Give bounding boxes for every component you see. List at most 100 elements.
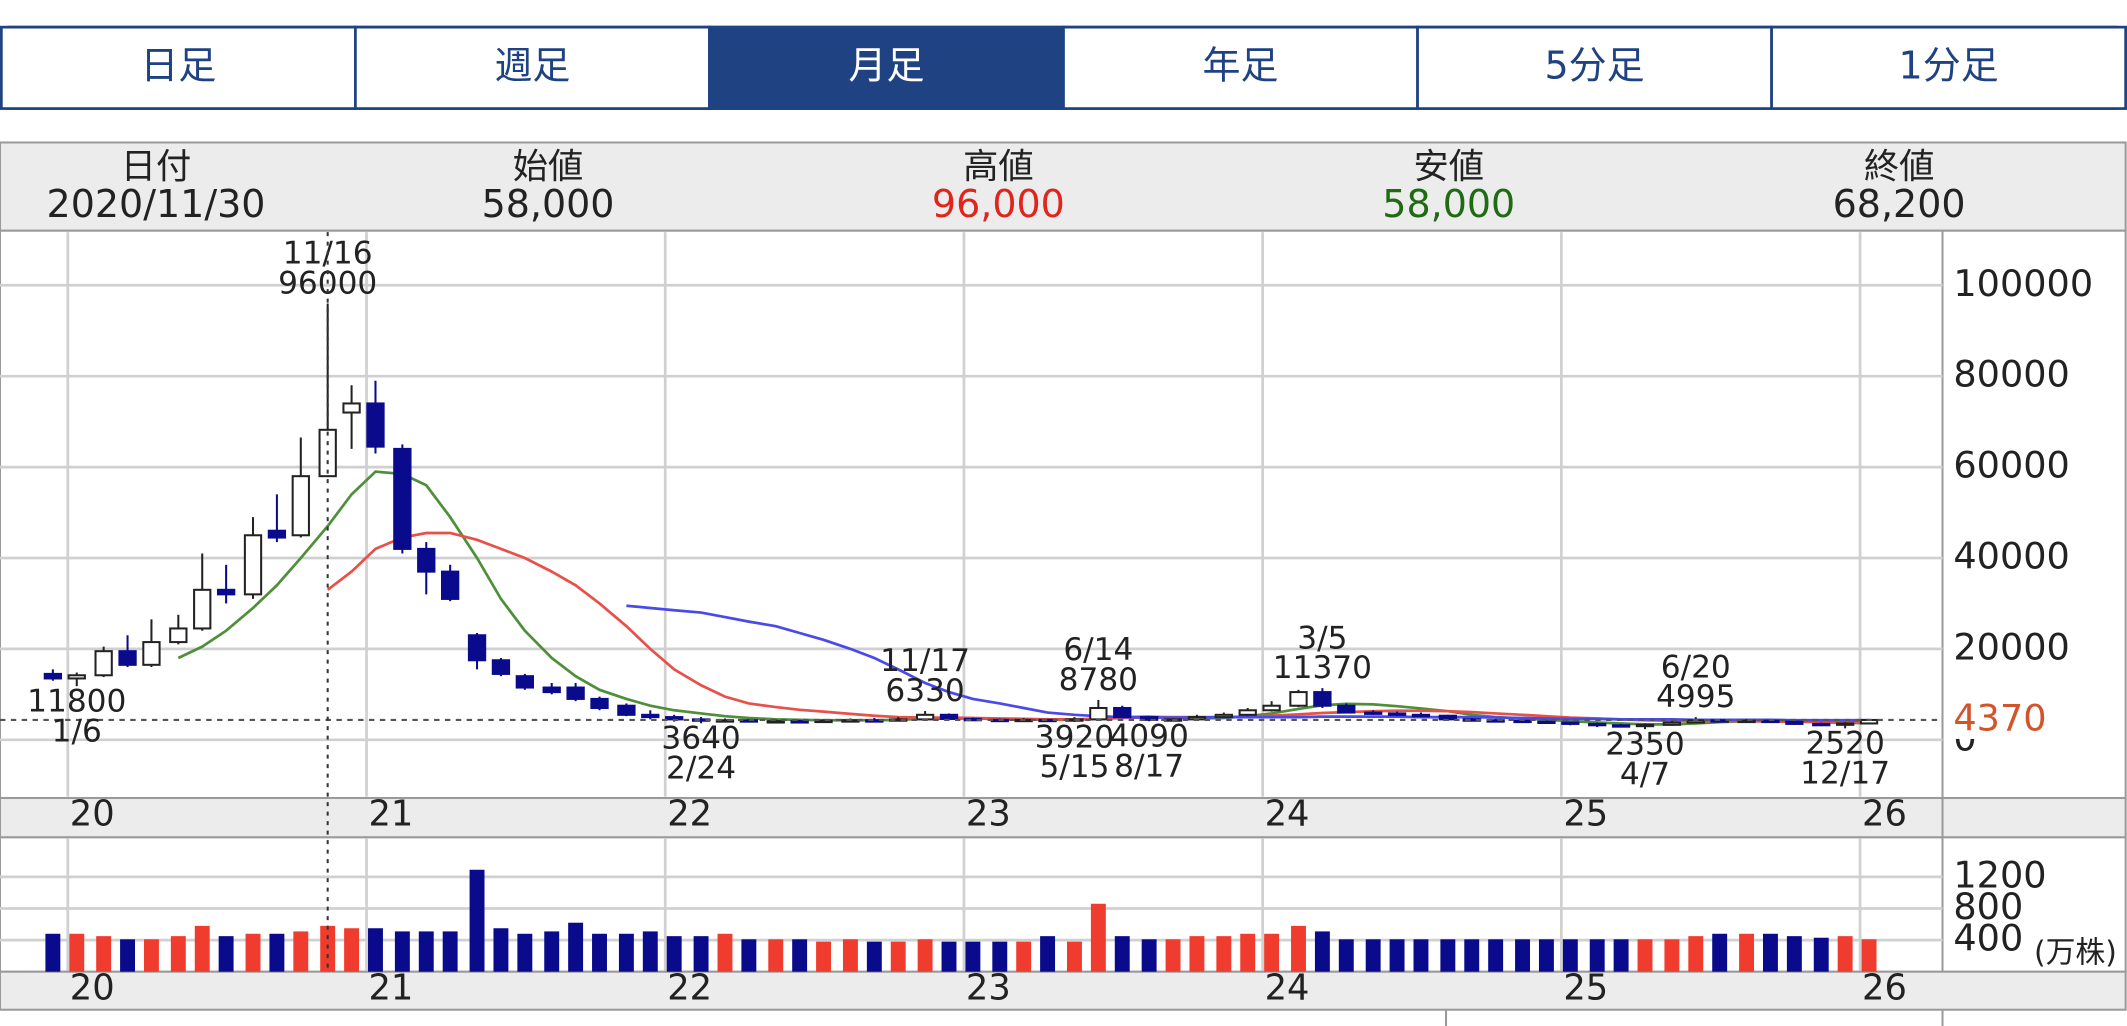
tab[interactable] xyxy=(1770,25,2127,110)
annotation-date: 8/17 xyxy=(1114,748,1184,784)
annotation-date: 12/17 xyxy=(1800,756,1890,792)
x-tick-label: 22 xyxy=(667,794,712,835)
volume-bar xyxy=(592,933,607,972)
candle-body xyxy=(366,402,385,448)
candle-body xyxy=(142,641,161,666)
candle-body xyxy=(216,588,236,596)
x-tick-label: 23 xyxy=(966,794,1011,835)
volume-bar xyxy=(469,869,485,972)
volume-bar xyxy=(394,931,410,972)
volume-bar xyxy=(170,936,186,972)
volume-x-axis-band xyxy=(0,970,2127,1011)
volume-bar xyxy=(418,931,434,972)
annotation-value: 4090 xyxy=(1109,719,1188,755)
volume-bar xyxy=(842,939,858,972)
volume-bar xyxy=(965,941,981,972)
y-tick-label: 20000 xyxy=(1953,625,2069,668)
tab-label[interactable]: 日足 xyxy=(140,43,216,87)
volume-bar xyxy=(1240,933,1256,972)
volume-bar xyxy=(768,939,784,972)
volume-bar xyxy=(143,939,159,972)
quote-value: 58,000 xyxy=(1382,182,1515,226)
volume-bar xyxy=(1365,939,1381,972)
candle-body xyxy=(1337,704,1356,714)
annotation-value: 11800 xyxy=(27,683,126,719)
candle-body xyxy=(1411,713,1431,718)
volume-bar xyxy=(992,941,1008,972)
annotation-value: 2350 xyxy=(1605,726,1684,762)
volume-bar xyxy=(1861,939,1877,972)
x-tick-label: 20 xyxy=(70,967,115,1008)
volume-bar xyxy=(890,941,906,972)
candle-body xyxy=(1364,711,1383,715)
annotation-date: 6/20 xyxy=(1661,649,1731,685)
volume-bar xyxy=(1613,939,1629,972)
candle-body xyxy=(1588,722,1607,727)
x-tick-label: 25 xyxy=(1563,967,1608,1008)
annotation-date: 5/15 xyxy=(1039,749,1109,785)
volume-bar xyxy=(1589,939,1605,972)
volume-bar xyxy=(1040,936,1056,972)
volume-bar xyxy=(1786,936,1802,972)
volume-bar xyxy=(1664,939,1680,972)
candle-body xyxy=(1635,723,1655,728)
x-tick-label: 25 xyxy=(1563,794,1608,835)
candle-body xyxy=(43,672,63,680)
annotation-value: 11370 xyxy=(1273,650,1372,686)
candle-body xyxy=(1113,706,1132,719)
volume-bar xyxy=(96,936,112,972)
tab-label[interactable]: 月足 xyxy=(849,43,925,87)
candle-body xyxy=(1262,704,1281,712)
candle-body xyxy=(766,720,785,724)
tab[interactable] xyxy=(0,25,357,110)
volume-bar xyxy=(666,936,682,972)
candle-body xyxy=(1238,709,1257,716)
annotation-date: 11/17 xyxy=(880,643,970,679)
volume-bar xyxy=(344,928,360,972)
volume-bar xyxy=(1291,925,1306,972)
volume-bar xyxy=(544,931,560,972)
volume-bar xyxy=(194,925,210,972)
volume-bar xyxy=(941,941,957,972)
plots: 2021222324252602000040000600008000010000… xyxy=(0,232,2117,1008)
candle-body xyxy=(169,627,188,644)
tab[interactable] xyxy=(1062,25,1419,110)
volume-bar xyxy=(269,933,285,972)
price-x-axis-band xyxy=(0,796,2127,839)
quote-panel xyxy=(0,141,2127,232)
volume-bar xyxy=(1114,936,1130,972)
volume-bar xyxy=(792,939,808,972)
volume-bar xyxy=(866,941,882,972)
volume-bar xyxy=(442,931,458,972)
price-panel xyxy=(0,229,2127,800)
candle-body xyxy=(515,675,534,689)
tab-label[interactable]: 5分足 xyxy=(1545,43,1645,87)
annotation-date: 2/24 xyxy=(666,750,736,786)
volume-bar xyxy=(493,928,509,972)
y-tick-label: 40000 xyxy=(1953,534,2069,577)
candle-body xyxy=(243,534,263,596)
x-tick-label: 21 xyxy=(369,967,414,1008)
volume-bar xyxy=(1338,939,1354,972)
candle-body xyxy=(1611,724,1631,728)
candle-body xyxy=(1214,713,1233,719)
tab-label[interactable]: 年足 xyxy=(1203,43,1279,87)
volume-bar xyxy=(568,922,584,972)
annotation-value: 2520 xyxy=(1805,726,1884,762)
candle-body xyxy=(1812,722,1831,727)
period-tabs: 日足 週足 月足 年足 5分足 1分足 xyxy=(0,25,2127,110)
volume-bar xyxy=(1216,936,1232,972)
candle-body xyxy=(617,704,636,716)
tab-label[interactable]: 週足 xyxy=(494,43,570,87)
volume-bar xyxy=(1538,939,1554,972)
annotation-date: 4/7 xyxy=(1620,756,1670,792)
volume-bar xyxy=(245,933,261,972)
volume-unit-label: (万株) xyxy=(2034,936,2117,971)
volume-panel xyxy=(0,836,2127,973)
x-tick-label: 24 xyxy=(1265,967,1310,1008)
tab[interactable] xyxy=(1416,25,1773,110)
volume-bar xyxy=(1488,939,1504,972)
quote-label: 始値 xyxy=(513,146,584,187)
tab-label[interactable]: 1分足 xyxy=(1899,43,1999,87)
quote-label: 終値 xyxy=(1864,146,1935,187)
